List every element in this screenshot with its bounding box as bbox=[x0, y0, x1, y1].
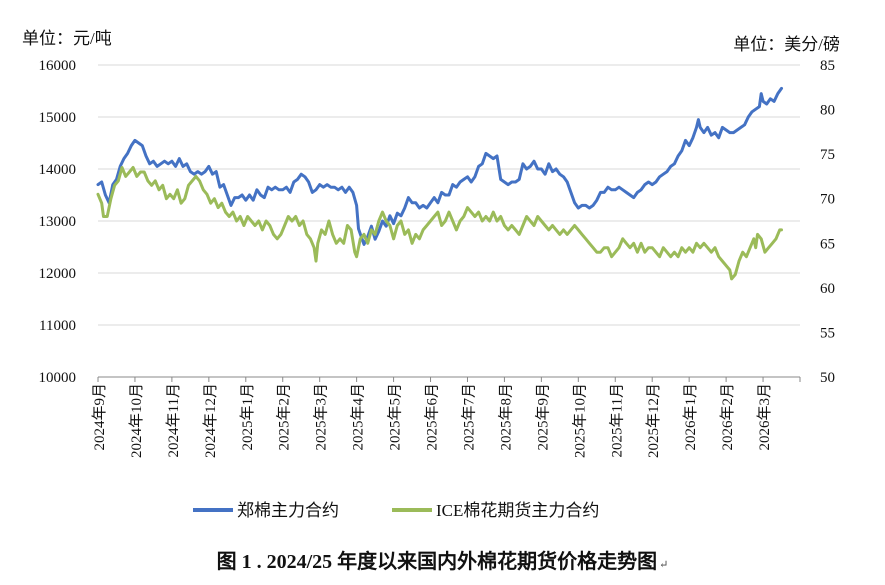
series-line bbox=[96, 166, 783, 281]
right-axis-unit: 单位：美分/磅 bbox=[733, 35, 840, 54]
x-tick-label: 2025年3月 bbox=[313, 383, 330, 451]
x-tick-label: 2025年6月 bbox=[424, 383, 441, 451]
figure-caption: 图 1 . 2024/25 年度以来国内外棉花期货价格走势图 ↵ bbox=[0, 545, 885, 574]
x-tick-label: 2024年12月 bbox=[202, 383, 219, 458]
right-tick-label: 75 bbox=[820, 147, 835, 163]
legend-label: ICE棉花期货主力合约 bbox=[436, 501, 599, 520]
x-tick-label: 2024年10月 bbox=[128, 383, 145, 458]
x-tick-label: 2025年2月 bbox=[276, 383, 293, 451]
series-line bbox=[96, 86, 783, 246]
right-tick-label: 55 bbox=[820, 325, 835, 341]
x-tick-label: 2025年7月 bbox=[460, 383, 477, 451]
left-tick-label: 10000 bbox=[39, 370, 77, 386]
x-tick-label: 2025年8月 bbox=[497, 383, 514, 451]
series-lines bbox=[96, 86, 783, 281]
x-tick-label: 2025年1月 bbox=[239, 383, 256, 451]
right-tick-label: 50 bbox=[820, 370, 835, 386]
left-tick-label: 13000 bbox=[39, 214, 77, 230]
x-tick-label: 2025年11月 bbox=[608, 383, 625, 457]
right-tick-label: 65 bbox=[820, 236, 835, 252]
legend: 郑棉主力合约 ICE棉花期货主力合约 bbox=[193, 501, 599, 520]
x-tick-label: 2024年9月 bbox=[91, 383, 108, 451]
right-axis-ticks: 50 55 60 65 70 75 80 85 bbox=[820, 58, 835, 386]
figure-caption-text: 图 1 . 2024/25 年度以来国内外棉花期货价格走势图 bbox=[216, 551, 658, 573]
left-axis-ticks: 10000 11000 12000 13000 14000 15000 16000 bbox=[39, 58, 77, 386]
legend-label: 郑棉主力合约 bbox=[237, 501, 339, 520]
right-tick-label: 60 bbox=[820, 281, 835, 297]
right-tick-label: 80 bbox=[820, 103, 835, 119]
right-tick-label: 85 bbox=[820, 58, 835, 74]
left-axis-unit: 单位：元/吨 bbox=[22, 29, 112, 48]
left-tick-label: 15000 bbox=[39, 110, 77, 126]
x-tick-label: 2026年3月 bbox=[756, 383, 773, 451]
grid-lines bbox=[98, 64, 800, 326]
x-tick-label: 2025年5月 bbox=[387, 383, 404, 451]
right-tick-label: 70 bbox=[820, 192, 835, 208]
paragraph-mark-icon: ↵ bbox=[659, 559, 669, 571]
x-tick-label: 2025年9月 bbox=[534, 383, 551, 451]
left-tick-label: 16000 bbox=[39, 58, 77, 74]
x-tick-label: 2025年4月 bbox=[350, 383, 367, 451]
x-tick-label: 2026年2月 bbox=[719, 383, 736, 451]
x-tick-label: 2026年1月 bbox=[682, 383, 699, 451]
x-axis-ticks: 2024年9月 2024年10月 2024年11月 2024年12月 2025年1月 20… bbox=[91, 377, 801, 458]
x-tick-label: 2025年10月 bbox=[571, 383, 588, 458]
left-tick-label: 11000 bbox=[39, 318, 76, 334]
x-tick-label: 2024年11月 bbox=[165, 383, 182, 457]
left-tick-label: 14000 bbox=[39, 162, 77, 178]
left-tick-label: 12000 bbox=[39, 266, 77, 282]
x-tick-label: 2025年12月 bbox=[645, 383, 662, 458]
